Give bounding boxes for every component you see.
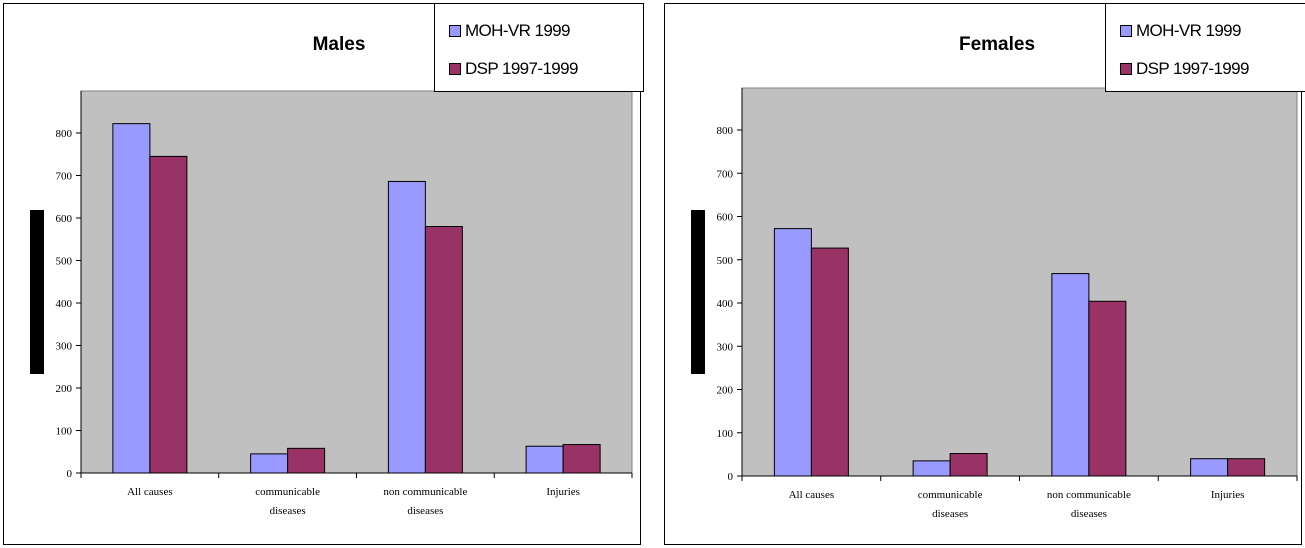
legend-label: DSP 1997-1999 <box>1136 59 1249 78</box>
legend-swatch-dsp <box>1120 63 1132 75</box>
x-tick-label: Injuries <box>546 486 580 498</box>
y-tick-label: 600 <box>56 213 73 225</box>
bar <box>287 447 326 474</box>
x-tick-label: communicable diseases <box>918 489 983 520</box>
x-tick-label: non communicable diseases <box>1047 489 1131 520</box>
y-axis-label-bar <box>691 210 705 374</box>
legend-swatch-dsp <box>449 63 461 75</box>
females-chart-panel: 0 100 200 300 400 500 600 700 800 All causes commu… <box>664 3 1305 545</box>
bar <box>250 453 289 474</box>
legend-label: MOH-VR 1999 <box>465 21 570 40</box>
legend-item-dsp: DSP 1997-1999 <box>1120 59 1249 79</box>
y-tick-label: 600 <box>717 212 734 224</box>
y-tick-label: 100 <box>56 426 73 438</box>
legend-swatch-moh-vr <box>1120 25 1132 37</box>
y-tick-label: 700 <box>56 171 73 183</box>
chart-legend: MOH-VR 1999 DSP 1997-1999 <box>434 3 644 92</box>
y-tick-label: 200 <box>717 385 734 397</box>
bar <box>1088 300 1127 477</box>
bar <box>525 445 564 474</box>
bar <box>810 247 849 477</box>
bar <box>1051 273 1090 477</box>
y-axis-label-bar <box>30 210 44 374</box>
y-tick-label: 800 <box>56 128 73 140</box>
males-chart-svg: 0 100 200 300 400 500 600 700 800 All causes commu… <box>56 90 633 517</box>
y-tick-label: 300 <box>56 341 73 353</box>
bar <box>773 228 812 477</box>
y-tick-label: 400 <box>717 298 734 310</box>
y-tick-label: 700 <box>717 168 734 180</box>
bar <box>562 444 601 474</box>
bar <box>149 155 188 474</box>
y-tick-label: 500 <box>56 256 73 268</box>
x-tick-label: All causes <box>127 486 173 498</box>
y-tick-label: 800 <box>717 125 734 137</box>
legend-swatch-moh-vr <box>449 25 461 37</box>
bar <box>912 460 951 477</box>
x-tick-label: Injuries <box>1211 489 1245 501</box>
legend-item-dsp: DSP 1997-1999 <box>449 59 578 79</box>
chart-title: Females <box>958 34 1036 55</box>
bar <box>1190 458 1229 477</box>
x-tick-label: communicable diseases <box>255 486 320 517</box>
females-chart-svg: 0 100 200 300 400 500 600 700 800 All causes commu… <box>717 87 1298 520</box>
y-tick-label: 100 <box>717 428 734 440</box>
legend-item-moh-vr: MOH-VR 1999 <box>1120 21 1241 41</box>
chart-title: Males <box>312 34 366 55</box>
x-tick-label: non communicable diseases <box>383 486 467 517</box>
legend-item-moh-vr: MOH-VR 1999 <box>449 21 570 41</box>
legend-label: DSP 1997-1999 <box>465 59 578 78</box>
x-tick-label: All causes <box>789 489 835 501</box>
y-tick-label: 500 <box>717 255 734 267</box>
males-chart-panel: 0 100 200 300 400 500 600 700 800 All causes commu… <box>3 3 644 545</box>
y-tick-label: 0 <box>728 471 734 483</box>
bar <box>424 226 463 474</box>
bar <box>112 123 151 474</box>
legend-label: MOH-VR 1999 <box>1136 21 1241 40</box>
chart-legend: MOH-VR 1999 DSP 1997-1999 <box>1105 3 1305 92</box>
bar <box>949 453 988 477</box>
y-tick-label: 0 <box>67 468 73 480</box>
y-tick-label: 300 <box>717 341 734 353</box>
bar <box>387 180 426 474</box>
bar <box>1227 458 1266 477</box>
y-tick-label: 200 <box>56 383 73 395</box>
y-tick-label: 400 <box>56 298 73 310</box>
